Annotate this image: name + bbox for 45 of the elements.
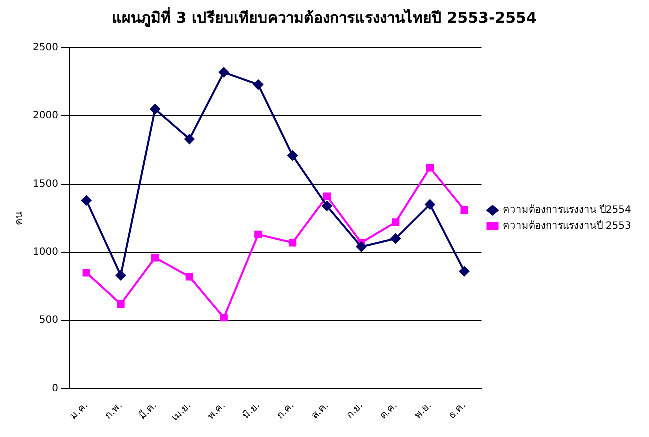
point [323,192,331,200]
x-tick-label: ก.พ. [103,400,125,422]
x-tick-label: ธ.ค. [447,400,469,422]
point [460,206,468,214]
x-tick-label: ต.ค. [378,400,400,422]
x-tick-label: พ.ค. [206,400,228,422]
x-tick-label: เม.ย. [170,400,194,424]
x-tick-label: มิ.ย. [240,400,262,422]
point [219,68,230,78]
point [220,314,228,322]
point [356,242,366,252]
point [460,266,470,277]
point [425,200,436,210]
x-tick-label: มี.ค. [136,399,160,422]
point [322,201,332,212]
y-tick-label: 2500 [32,42,58,54]
point [117,300,125,308]
chart-title: แผนภูมิที่ 3 เปรียบเทียบความต้องการแรงงานไทยปี 2553-2554 [112,6,537,28]
point [186,273,194,281]
point [184,134,195,144]
x-tick-label: ม.ค. [68,400,91,422]
y-tick-label: 500 [39,315,58,326]
legend-label: ความต้องการแรงงานปี 2553 [502,220,632,232]
point [288,150,298,161]
point [390,234,401,244]
x-tick-label: ก.ค. [275,400,297,422]
point [152,254,160,262]
x-tick-label: ส.ค. [310,400,332,422]
x-tick-label: พ.ย. [412,400,434,422]
x-tick-label: ก.ย. [344,400,366,421]
point [254,230,262,239]
y-tick-label: 2000 [32,110,58,122]
point [150,104,160,114]
point [426,164,434,172]
point [288,239,297,247]
y-axis-title: คน [14,211,26,226]
point [253,80,264,90]
point [392,218,400,226]
point [82,196,92,206]
y-tick-label: 1500 [32,178,58,190]
y-tick-label: 1000 [32,247,58,258]
point [82,269,90,277]
point [116,270,126,281]
y-tick-label: 0 [52,383,58,394]
legend-label: ความต้องการแรงงาน ปี2554 [502,204,632,216]
